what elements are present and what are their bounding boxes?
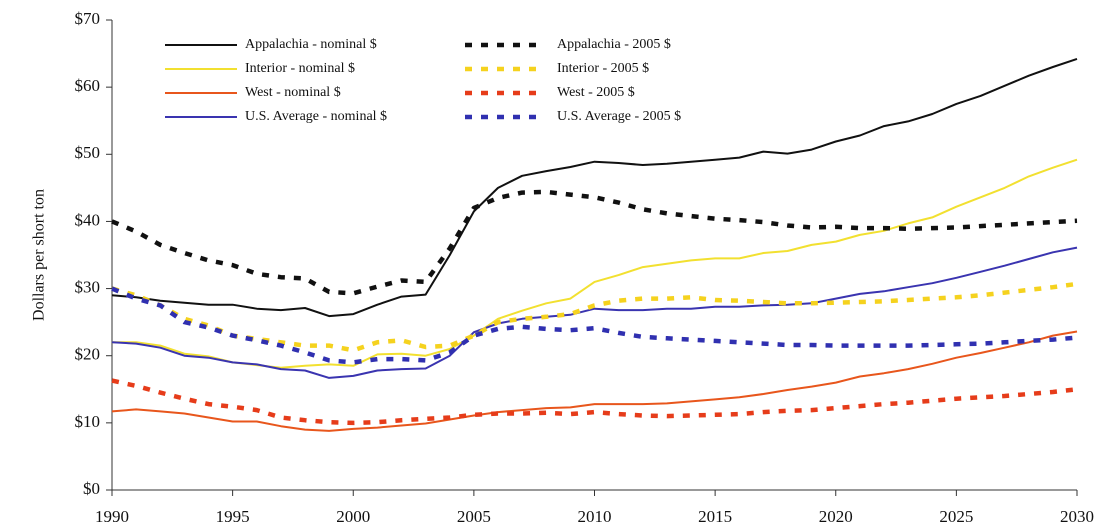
y-tick-label: $40 <box>75 210 101 229</box>
x-tick-label: 2005 <box>457 507 491 526</box>
y-tick-label: $20 <box>75 345 101 364</box>
series-line <box>111 281 1078 353</box>
legend-label: West - 2005 $ <box>557 85 635 100</box>
x-tick-label: 2020 <box>819 507 853 526</box>
x-tick-label: 2015 <box>698 507 732 526</box>
legend-label: Interior - 2005 $ <box>557 61 649 76</box>
y-axis-label: Dollars per short ton <box>31 189 48 321</box>
legend-label: U.S. Average - nominal $ <box>245 109 387 124</box>
x-tick-label: 2030 <box>1060 507 1094 526</box>
y-tick-label: $60 <box>75 76 101 95</box>
y-tick-label: $0 <box>83 479 100 498</box>
series-line <box>111 189 1078 296</box>
series-line <box>111 378 1078 426</box>
series-line <box>112 158 1078 369</box>
x-tick-label: 1995 <box>216 507 250 526</box>
y-tick-label: $10 <box>75 412 101 431</box>
y-tick-label: $50 <box>75 143 101 162</box>
legend-label: Interior - nominal $ <box>245 61 355 76</box>
x-tick-label: 2000 <box>336 507 370 526</box>
legend-label: Appalachia - nominal $ <box>245 37 377 52</box>
legend-label: U.S. Average - 2005 $ <box>557 109 681 124</box>
y-tick-label: $30 <box>75 277 101 296</box>
series-line <box>111 246 1078 379</box>
series-line <box>111 330 1078 432</box>
x-tick-label: 2025 <box>939 507 973 526</box>
y-tick-label: $70 <box>75 9 101 28</box>
x-tick-label: 1990 <box>95 507 129 526</box>
series-line <box>111 57 1078 318</box>
x-tick-label: 2010 <box>578 507 612 526</box>
legend-label: West - nominal $ <box>245 85 341 100</box>
series-line <box>111 286 1078 365</box>
legend-label: Appalachia - 2005 $ <box>557 37 671 52</box>
